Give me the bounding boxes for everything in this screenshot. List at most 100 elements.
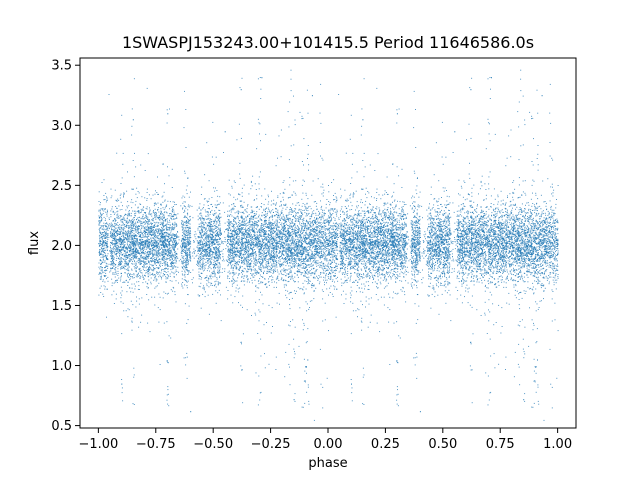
data-point	[495, 238, 497, 240]
data-point	[311, 213, 313, 215]
data-point	[105, 265, 107, 267]
data-point	[199, 250, 201, 252]
data-point	[264, 367, 266, 369]
data-point	[236, 268, 238, 270]
data-point	[528, 256, 529, 258]
data-point	[380, 257, 382, 259]
data-point	[211, 243, 213, 245]
data-point	[246, 211, 248, 213]
data-point	[319, 348, 321, 350]
data-point	[306, 260, 308, 262]
data-point	[199, 203, 201, 205]
data-point	[228, 219, 230, 221]
data-point	[256, 239, 258, 241]
data-point	[405, 260, 407, 262]
data-point	[253, 226, 255, 228]
data-point	[491, 259, 493, 261]
data-point	[340, 257, 342, 259]
data-point	[238, 220, 240, 222]
data-point	[459, 239, 461, 240]
data-point	[495, 238, 497, 240]
data-point	[469, 200, 471, 202]
data-point	[331, 243, 333, 245]
data-point	[329, 227, 331, 229]
data-point	[390, 210, 391, 212]
data-point	[227, 250, 229, 252]
data-point	[539, 249, 540, 250]
data-point	[277, 271, 279, 273]
data-point	[371, 241, 372, 243]
data-point	[255, 270, 257, 272]
data-point	[111, 294, 113, 296]
data-point	[408, 239, 410, 241]
data-point	[195, 233, 197, 235]
data-point	[239, 241, 241, 243]
data-point	[148, 262, 150, 263]
data-point	[385, 236, 387, 238]
data-point	[498, 234, 500, 236]
data-point	[377, 223, 379, 225]
data-point	[312, 227, 313, 229]
data-point	[174, 226, 176, 228]
data-point	[356, 236, 358, 238]
data-point	[419, 232, 421, 234]
data-point	[161, 240, 163, 242]
data-point	[214, 237, 216, 239]
data-point	[485, 270, 487, 272]
data-point	[209, 236, 211, 238]
data-point	[345, 257, 347, 259]
data-point	[272, 276, 274, 278]
data-point	[147, 226, 149, 228]
data-point	[535, 213, 537, 215]
data-point	[131, 287, 133, 289]
data-point	[121, 228, 123, 230]
data-point	[525, 252, 527, 254]
data-point	[255, 224, 257, 226]
data-point	[404, 244, 405, 246]
data-point	[120, 278, 122, 280]
data-point	[225, 248, 227, 250]
data-point	[506, 225, 508, 226]
data-point	[392, 255, 394, 257]
data-point	[363, 261, 365, 263]
data-point	[513, 235, 515, 237]
data-point	[204, 228, 206, 230]
data-point	[287, 254, 289, 256]
data-point	[488, 309, 489, 311]
data-point	[508, 239, 510, 241]
data-point	[117, 268, 119, 270]
data-point	[416, 237, 418, 239]
data-point	[523, 224, 525, 225]
data-point	[236, 216, 238, 218]
data-point	[548, 234, 550, 236]
data-point	[416, 235, 418, 237]
data-point	[416, 239, 418, 241]
data-point	[152, 211, 154, 213]
data-point	[282, 239, 284, 241]
data-point	[463, 205, 465, 207]
data-point	[253, 235, 255, 237]
data-point	[411, 282, 413, 283]
data-point	[174, 251, 176, 253]
data-point	[308, 213, 309, 215]
data-point	[468, 220, 470, 222]
data-point	[319, 251, 321, 253]
data-point	[187, 239, 188, 241]
data-point	[551, 241, 553, 243]
data-point	[166, 229, 168, 231]
data-point	[549, 142, 551, 143]
data-point	[317, 239, 319, 241]
data-point	[530, 223, 532, 224]
data-point	[550, 247, 552, 249]
data-point	[412, 231, 413, 233]
data-point	[298, 245, 300, 247]
data-point	[459, 233, 461, 235]
data-point	[472, 225, 474, 226]
data-point	[395, 204, 397, 206]
data-point	[109, 232, 111, 234]
data-point	[428, 206, 430, 208]
data-point	[166, 360, 168, 362]
data-point	[301, 240, 303, 242]
data-point	[263, 270, 265, 272]
data-point	[293, 243, 294, 245]
